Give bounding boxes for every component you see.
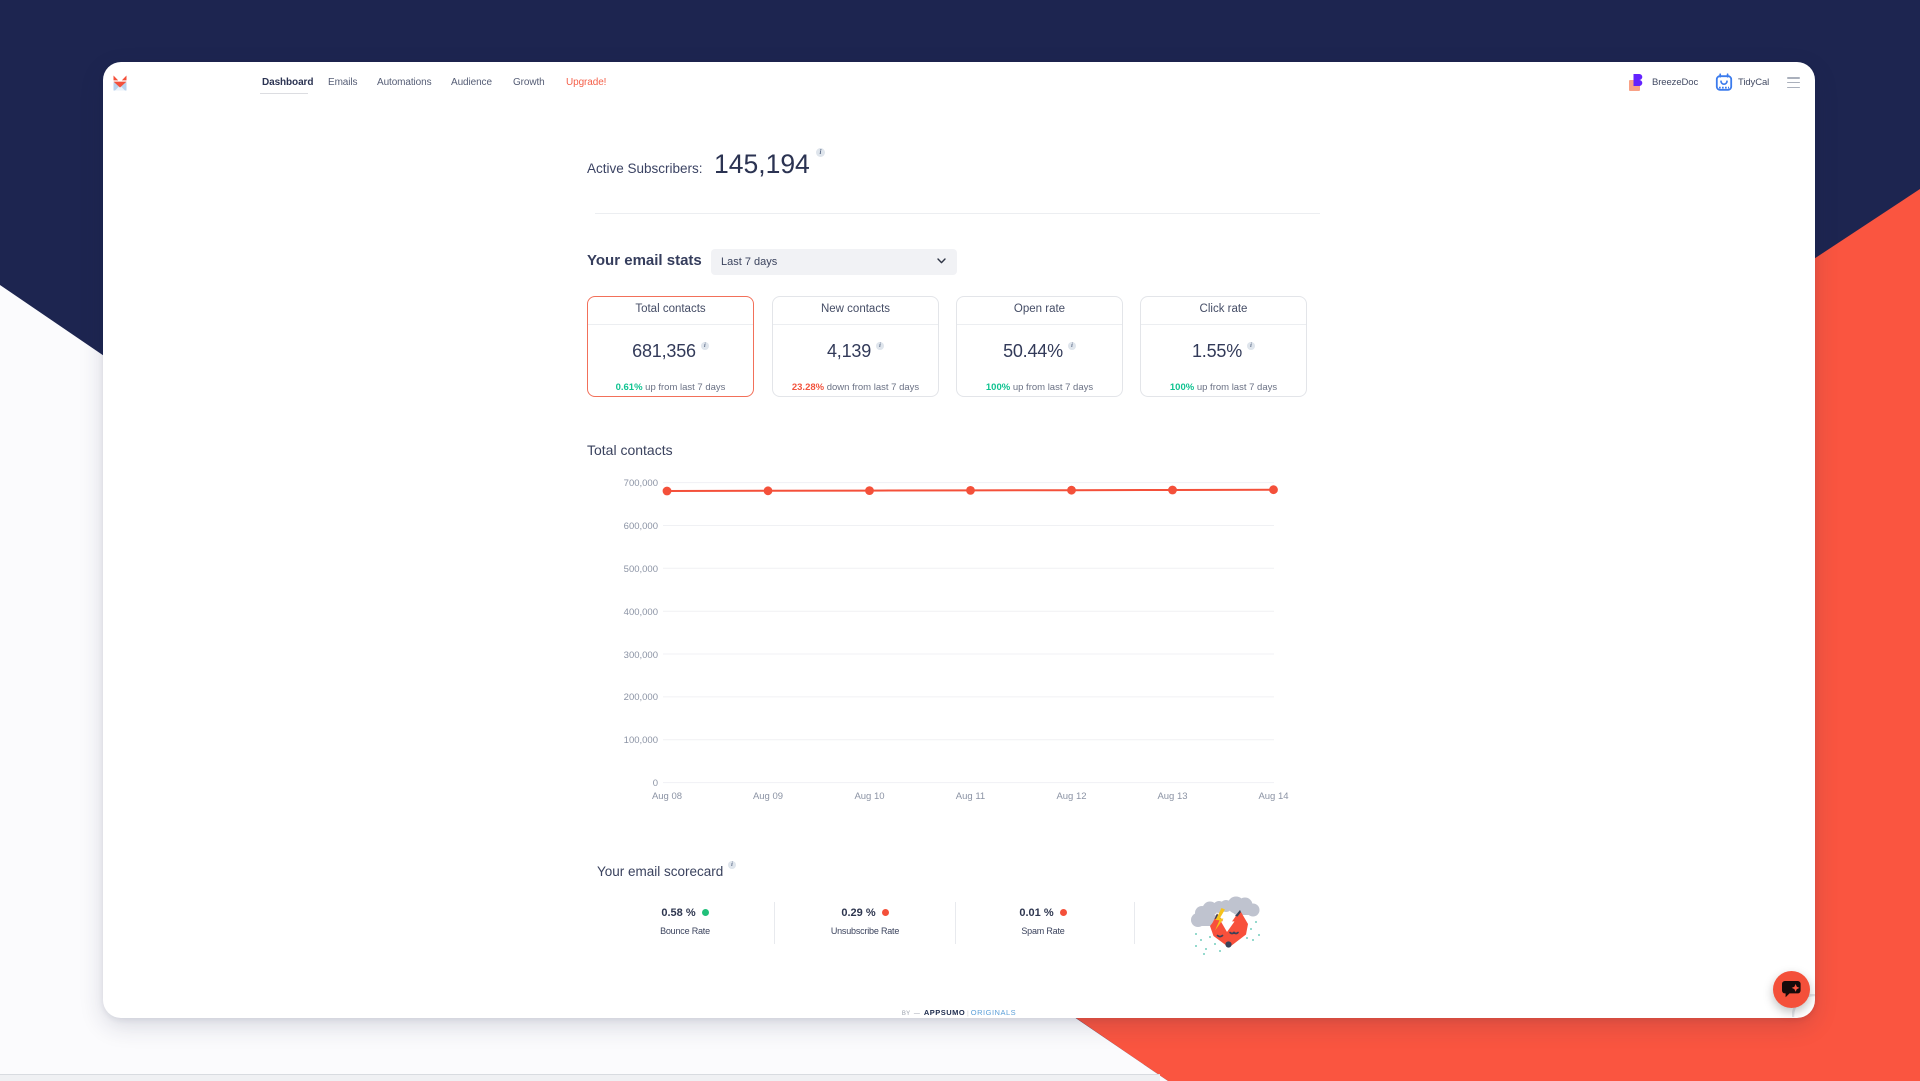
svg-text:Aug 13: Aug 13 [1157, 791, 1187, 802]
svg-text:500,000: 500,000 [624, 564, 658, 575]
svg-text:300,000: 300,000 [624, 650, 658, 661]
svg-text:600,000: 600,000 [624, 521, 658, 532]
svg-text:Aug 10: Aug 10 [854, 791, 884, 802]
svg-text:0: 0 [653, 778, 658, 789]
svg-text:Aug 09: Aug 09 [753, 791, 783, 802]
svg-text:Aug 14: Aug 14 [1258, 791, 1288, 802]
svg-text:400,000: 400,000 [624, 607, 658, 618]
svg-text:Aug 12: Aug 12 [1056, 791, 1086, 802]
svg-text:Aug 11: Aug 11 [956, 791, 985, 802]
svg-text:700,000: 700,000 [624, 478, 658, 489]
svg-text:200,000: 200,000 [624, 692, 658, 703]
svg-text:Aug 08: Aug 08 [652, 791, 682, 802]
svg-text:100,000: 100,000 [624, 735, 658, 746]
